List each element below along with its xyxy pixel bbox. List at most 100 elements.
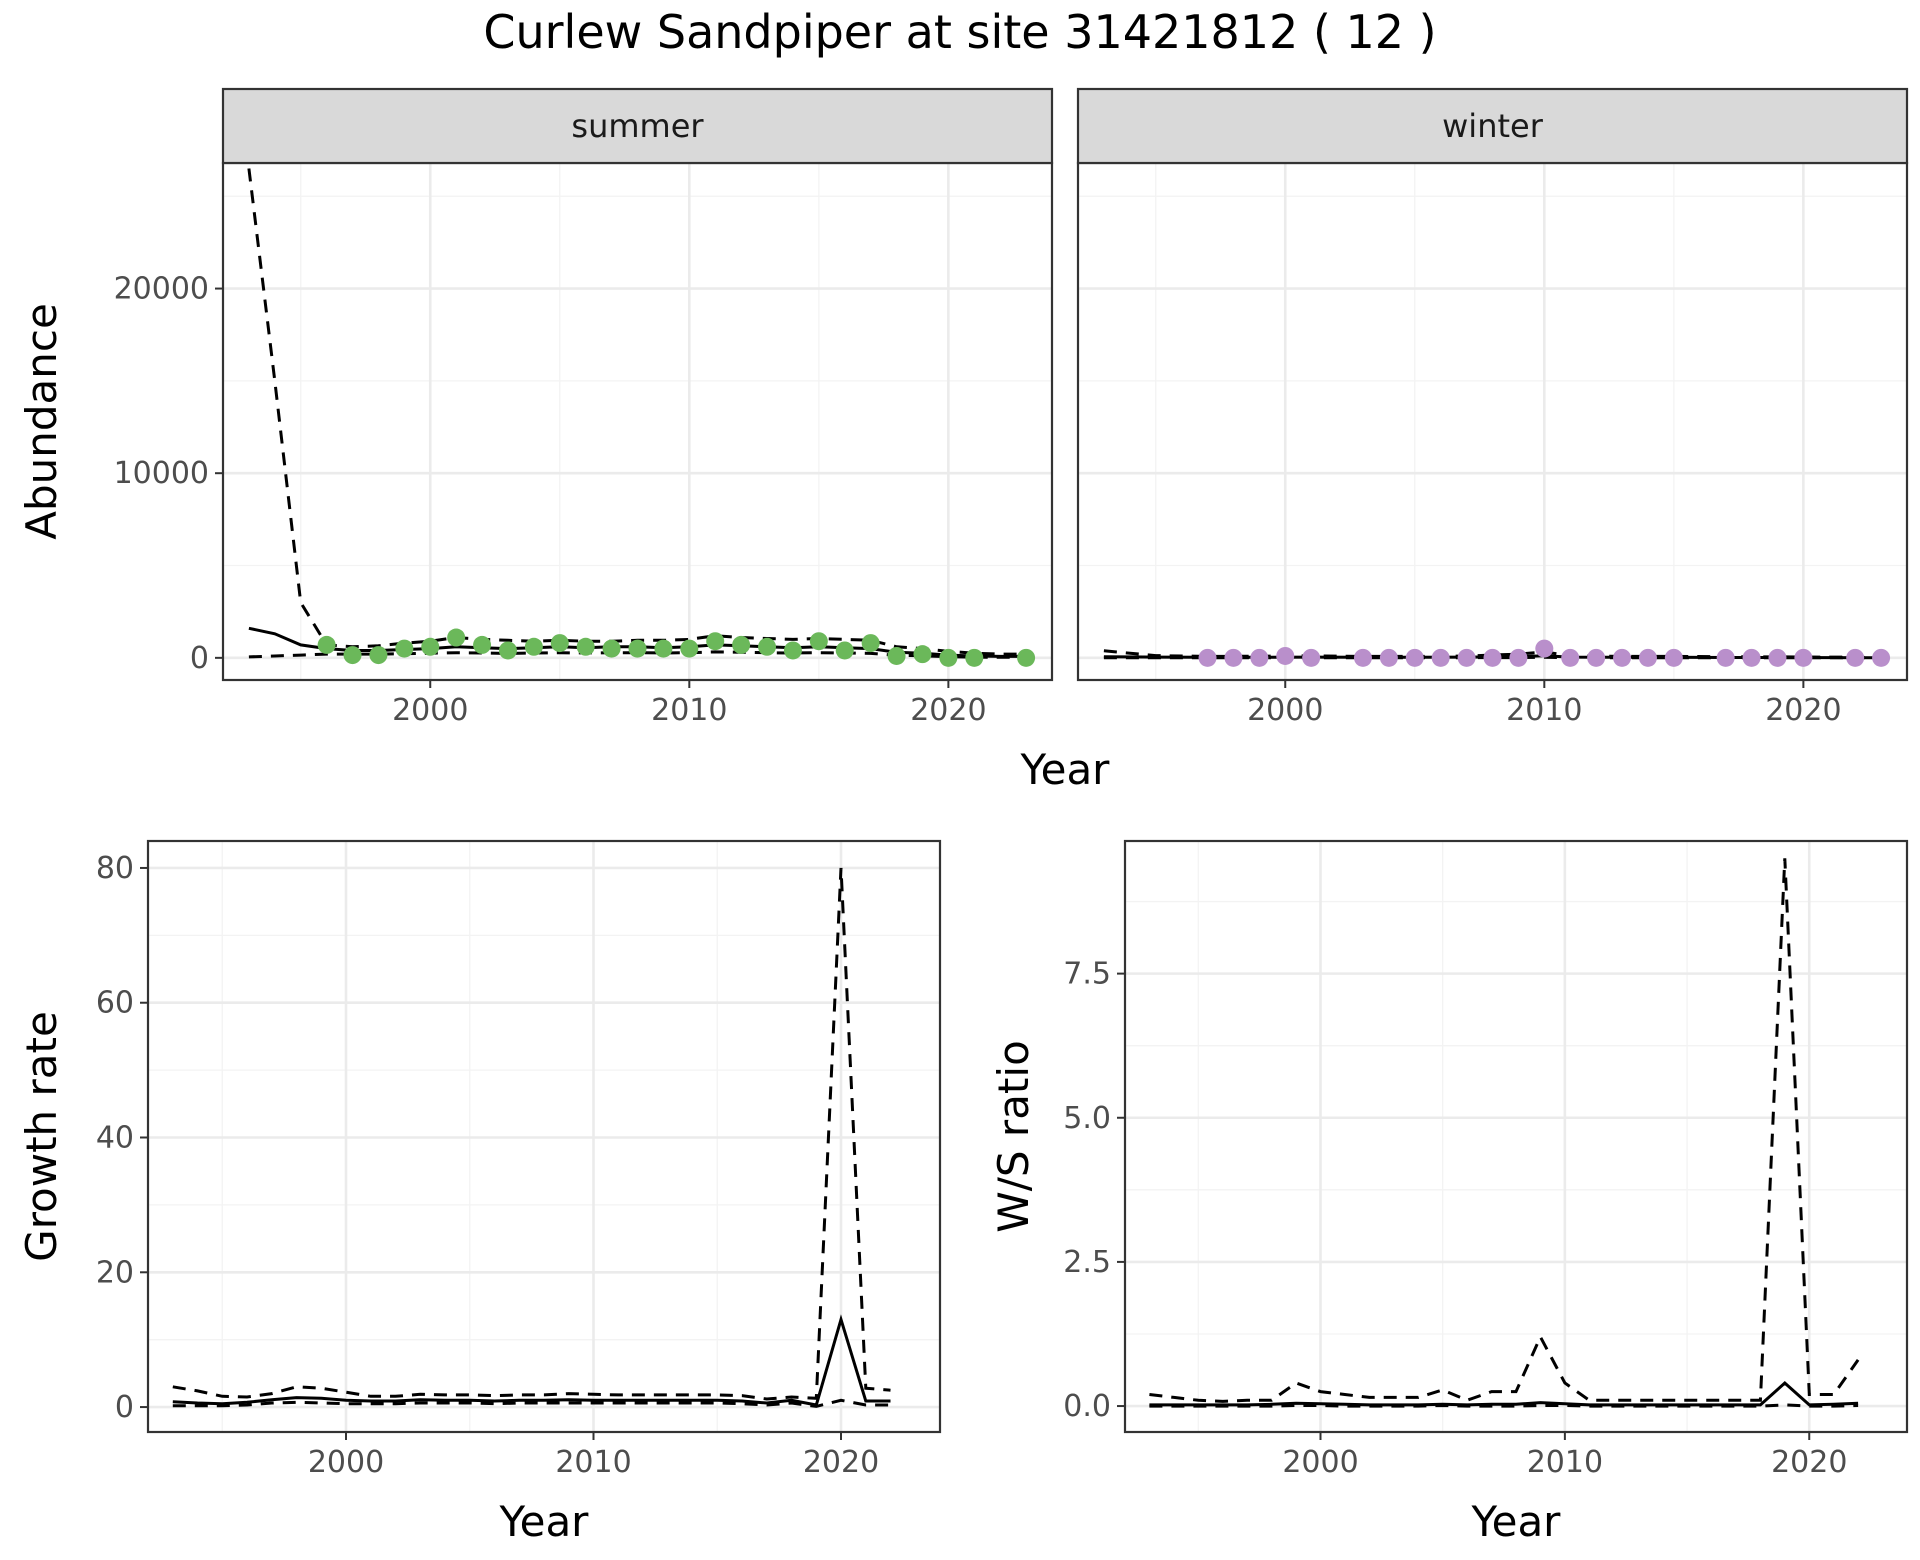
x-tick-label: 2010: [651, 693, 727, 728]
x-tick-label: 2020: [1765, 693, 1841, 728]
y-axis-title: Abundance: [17, 303, 66, 540]
estimate-line: [172, 1314, 891, 1407]
winter-observed-point: [1742, 648, 1761, 667]
winter-observed-point: [1768, 648, 1787, 667]
y-tick-label: 20: [96, 1255, 134, 1290]
lower-bound-line: [1149, 1403, 1859, 1408]
facet-summer: 2000 2010 2020 0 10000 20000 summer: [114, 87, 1054, 728]
x-axis-title: Year: [1471, 1497, 1562, 1546]
panel-border: [1123, 839, 1909, 1434]
summer-observed-point: [706, 632, 725, 651]
summer-observed-point: [498, 641, 517, 660]
summer-observed-point: [317, 635, 336, 654]
y-tick-label: 60: [96, 986, 134, 1021]
summer-observed-point: [758, 637, 777, 656]
summer-observed-point: [654, 639, 673, 658]
summer-observed-point: [343, 646, 362, 665]
summer-observed-point: [602, 639, 621, 658]
winter-observed-point: [1535, 639, 1554, 658]
summer-observed-point: [835, 641, 854, 660]
winter-observed-point: [1872, 648, 1891, 667]
x-tick-label: 2010: [1506, 693, 1582, 728]
winter-observed-point: [1561, 648, 1580, 667]
panel-border: [146, 839, 942, 1434]
summer-observed-point: [965, 648, 984, 667]
x-tick-label: 2000: [392, 693, 468, 728]
summer-observed-point: [809, 632, 828, 651]
summer-observed-point: [861, 634, 880, 653]
upper-bound-line: [172, 867, 891, 1401]
winter-observed-point: [1353, 648, 1372, 667]
winter-observed-point: [1664, 648, 1683, 667]
summer-observed-point: [524, 637, 543, 656]
x-tick-label: 2000: [308, 1445, 384, 1480]
summer-observed-point: [887, 646, 906, 665]
facet-strip: [221, 87, 1054, 165]
lower-bound-line: [172, 1398, 891, 1408]
y-tick-label: 0: [190, 641, 209, 676]
growth-chart: 2000 2010 2020 0 20 40 60 80 Year Growth rate: [17, 839, 942, 1546]
winter-observed-point: [1457, 648, 1476, 667]
winter-observed-point: [1405, 648, 1424, 667]
abundance-chart: 2000 2010 2020 0 10000 20000 summer 2000 2010 202…: [17, 87, 1909, 794]
x-tick-label: 2020: [910, 693, 986, 728]
winter-observed-point: [1509, 648, 1528, 667]
summer-observed-point: [939, 648, 958, 667]
summer-observed-point: [913, 645, 932, 664]
y-tick-label: 0: [115, 1390, 134, 1425]
facet-winter: 2000 2010 2020 winter: [1076, 87, 1909, 728]
winter-observed-point: [1276, 646, 1295, 665]
facet-strip: [1076, 87, 1909, 165]
winter-observed-point: [1638, 648, 1657, 667]
x-tick-label: 2000: [1247, 693, 1323, 728]
panel-background: [1078, 163, 1907, 680]
facet-strip-label: summer: [571, 107, 704, 145]
winter-observed-point: [1198, 648, 1217, 667]
y-tick-label: 40: [96, 1121, 134, 1156]
y-tick-label: 10000: [114, 456, 209, 491]
winter-observed-point: [1302, 648, 1321, 667]
winter-observed-point: [1250, 648, 1269, 667]
winter-observed-point: [1224, 648, 1243, 667]
panel-background: [1125, 841, 1907, 1432]
winter-observed-point: [1379, 648, 1398, 667]
summer-observed-point: [680, 639, 699, 658]
y-tick-label: 0.0: [1063, 1389, 1111, 1424]
chart-title: Curlew Sandpiper at site 31421812 ( 12 ): [483, 5, 1436, 59]
x-tick-label: 2010: [1527, 1445, 1603, 1480]
y-axis-title: W/S ratio: [989, 1040, 1038, 1233]
y-tick-label: 80: [96, 851, 134, 886]
winter-observed-point: [1483, 648, 1502, 667]
upper-bound-line: [1149, 858, 1860, 1403]
summer-observed-point: [473, 635, 492, 654]
winter-observed-point: [1431, 648, 1450, 667]
y-axis-title: Growth rate: [17, 1011, 66, 1262]
x-tick-label: 2020: [1771, 1445, 1847, 1480]
winter-observed-point: [1587, 648, 1606, 667]
y-tick-label: 7.5: [1063, 957, 1111, 992]
winter-observed-point: [1613, 648, 1632, 667]
ratio-chart: 2000 2010 2020 0.0 2.5 5.0 7.5 Year W/S ratio: [989, 839, 1909, 1546]
summer-observed-point: [783, 641, 802, 660]
y-tick-label: 2.5: [1063, 1245, 1111, 1280]
winter-observed-point: [1794, 648, 1813, 667]
x-tick-label: 2020: [803, 1445, 879, 1480]
x-axis-title: Year: [499, 1497, 590, 1546]
winter-observed-point: [1716, 648, 1735, 667]
summer-observed-point: [576, 637, 595, 656]
summer-observed-point: [1017, 648, 1036, 667]
x-tick-label: 2010: [555, 1445, 631, 1480]
y-tick-label: 5.0: [1063, 1101, 1111, 1136]
summer-observed-point: [395, 639, 414, 658]
x-tick-label: 2000: [1282, 1445, 1358, 1480]
summer-observed-point: [421, 637, 440, 656]
panel-background: [223, 163, 1052, 680]
summer-observed-point: [369, 646, 388, 665]
x-axis-title: Year: [1020, 745, 1111, 794]
summer-observed-point: [447, 628, 466, 647]
y-tick-label: 20000: [114, 272, 209, 307]
winter-observed-point: [1846, 648, 1865, 667]
estimate-line: [1149, 1380, 1859, 1407]
summer-observed-point: [550, 634, 569, 653]
